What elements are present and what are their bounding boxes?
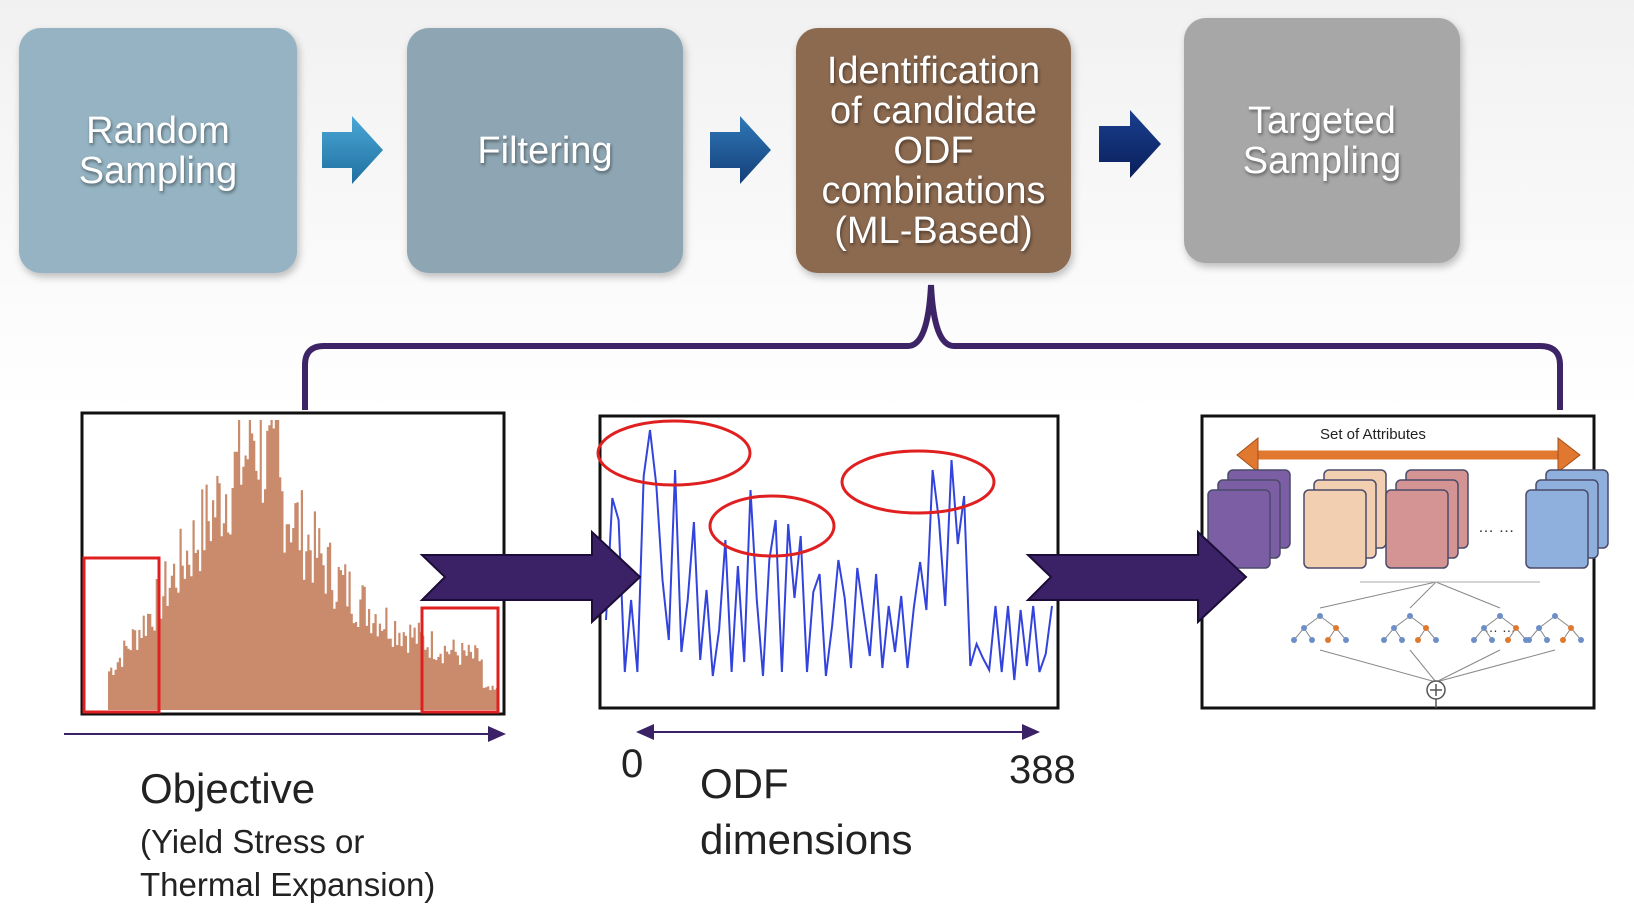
attribute-cubes [1207, 469, 1609, 569]
tree-ellipsis: … … [1484, 619, 1516, 635]
tree-node [1536, 625, 1542, 631]
arrow-right-icon [1099, 110, 1161, 178]
tree-node [1513, 625, 1519, 631]
tree-node [1471, 637, 1477, 643]
arrow-right-icon [322, 116, 383, 184]
arrow-right-icon [488, 726, 506, 742]
tree-node [1505, 637, 1511, 643]
odf-range-end: 388 [1009, 748, 1076, 792]
tree-node [1309, 637, 1315, 643]
step-label: Targeted Sampling [1242, 99, 1402, 182]
tree-node [1301, 625, 1307, 631]
step-identification: Identification of candidate ODF combinat… [796, 28, 1071, 273]
peak-circle [840, 449, 996, 515]
arrow-right-icon [710, 116, 771, 184]
bracket [302, 284, 1563, 410]
step-label: Random Sampling [78, 109, 238, 192]
tree-node [1568, 625, 1574, 631]
arrow-right-icon [1022, 724, 1040, 740]
step-label: Identification of candidate ODF combinat… [821, 49, 1046, 252]
cube [1525, 489, 1589, 569]
tree-edge [1319, 615, 1337, 629]
tree-input-edge [1409, 581, 1437, 609]
step-targeted-sampling: Targeted Sampling [1184, 18, 1460, 263]
tree-node [1544, 637, 1550, 643]
tree-node [1291, 637, 1297, 643]
cube [1303, 489, 1367, 569]
cube [1385, 489, 1449, 569]
tree-node [1415, 637, 1421, 643]
tree-node [1433, 637, 1439, 643]
objective-sublabel: (Yield Stress or Thermal Expansion) [140, 823, 436, 903]
tree-edge [1499, 615, 1517, 629]
tree-input-edge [1435, 581, 1501, 609]
cube-ellipsis: … … [1478, 519, 1514, 536]
tree-output-edge [1435, 649, 1556, 683]
tree-node [1497, 613, 1503, 619]
arrow-left-icon [1236, 436, 1259, 474]
tree-node [1423, 625, 1429, 631]
flow-arrow-icon [1025, 529, 1248, 625]
arrow-left-icon [636, 724, 654, 740]
tree-edge [1303, 615, 1321, 629]
tree-node [1325, 637, 1331, 643]
tree-edge [1554, 615, 1572, 629]
objective-label: Objective [140, 765, 316, 812]
step-random-sampling: Random Sampling [19, 28, 297, 273]
histogram-bars [108, 420, 498, 710]
tree-node [1481, 625, 1487, 631]
tree-node [1381, 637, 1387, 643]
tree-node [1552, 613, 1558, 619]
tree-edge [1393, 615, 1411, 629]
tree-node [1317, 613, 1323, 619]
highlight-box-right [420, 606, 500, 714]
tree-node [1391, 625, 1397, 631]
odf-dimensions-label: ODF dimensions [700, 760, 913, 863]
tree-node [1526, 637, 1532, 643]
flow-arrow-icon [419, 529, 642, 625]
tree-input-edge [1319, 581, 1437, 609]
peak-circle [596, 419, 752, 487]
odf-range-start: 0 [621, 742, 644, 786]
step-label: Filtering [477, 129, 613, 172]
tree-node [1407, 613, 1413, 619]
tree-edge [1538, 615, 1556, 629]
tree-output-edge [1409, 649, 1437, 683]
tree-edge [1409, 615, 1427, 629]
tree-node [1578, 637, 1584, 643]
tree-node [1489, 637, 1495, 643]
tree-node [1333, 625, 1339, 631]
arrow-right-icon [1557, 436, 1581, 474]
tree-output-edge [1319, 649, 1437, 683]
highlight-box-left [82, 556, 161, 714]
cube [1207, 489, 1271, 569]
tree-output-edge [1435, 649, 1501, 683]
peak-circle [708, 494, 836, 558]
attributes-label: Set of Attributes [1320, 426, 1426, 443]
tree-node [1560, 637, 1566, 643]
step-filtering: Filtering [407, 28, 683, 273]
histogram-silhouette [108, 420, 498, 710]
decision-trees [1291, 581, 1584, 683]
tree-node [1399, 637, 1405, 643]
tree-edge [1483, 615, 1501, 629]
tree-node [1343, 637, 1349, 643]
odf-signal-line [605, 429, 1053, 681]
